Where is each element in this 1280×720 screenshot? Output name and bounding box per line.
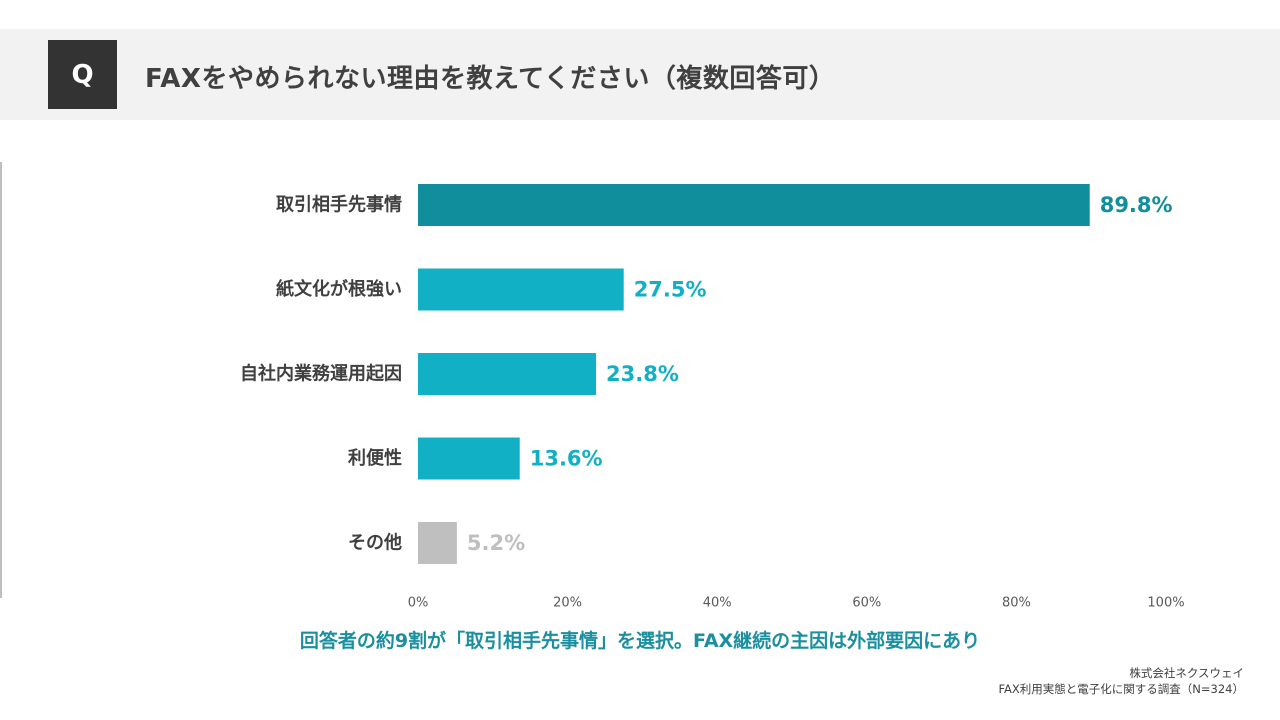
x-tick-label: 20%: [553, 596, 582, 611]
bar: [418, 437, 520, 480]
x-tick-label: 40%: [703, 596, 732, 611]
x-tick-label: 80%: [1002, 596, 1031, 611]
summary-text: 回答者の約9割が「取引相手先事情」を選択。FAX継続の主因は外部要因にあり: [299, 630, 981, 652]
value-label: 23.8%: [606, 362, 679, 386]
question-badge: Q: [48, 40, 117, 109]
category-label: 利便性: [348, 447, 402, 469]
category-label: その他: [348, 532, 402, 554]
value-label: 89.8%: [1100, 193, 1173, 217]
header-band: [0, 29, 1280, 120]
credit-company: 株式会社ネクスウェイ: [1129, 666, 1244, 680]
source-credit: 株式会社ネクスウェイ FAX利用実態と電子化に関する調査（N=324）: [999, 665, 1245, 697]
question-badge-label: Q: [71, 59, 94, 90]
bar: [418, 268, 624, 311]
left-divider: [0, 162, 2, 598]
x-tick-label: 100%: [1147, 596, 1184, 611]
bar: [418, 522, 457, 564]
category-label: 取引相手先事情: [276, 194, 402, 216]
category-label: 自社内業務運用起因: [240, 363, 402, 385]
value-label: 27.5%: [634, 278, 707, 302]
bar-chart: 取引相手先事情 89.8% 紙文化が根強い 27.5% 自社内業務運用起因 23.8% 利便…: [240, 184, 1185, 611]
bar: [418, 184, 1090, 226]
page-title: FAXをやめられない理由を教えてください（複数回答可）: [145, 64, 836, 94]
value-label: 13.6%: [530, 447, 603, 471]
value-label: 5.2%: [467, 531, 525, 555]
x-tick-label: 60%: [852, 596, 881, 611]
x-tick-label: 0%: [408, 596, 429, 611]
bar: [418, 353, 597, 395]
category-label: 紙文化が根強い: [276, 278, 402, 300]
credit-survey: FAX利用実態と電子化に関する調査（N=324）: [998, 682, 1245, 696]
